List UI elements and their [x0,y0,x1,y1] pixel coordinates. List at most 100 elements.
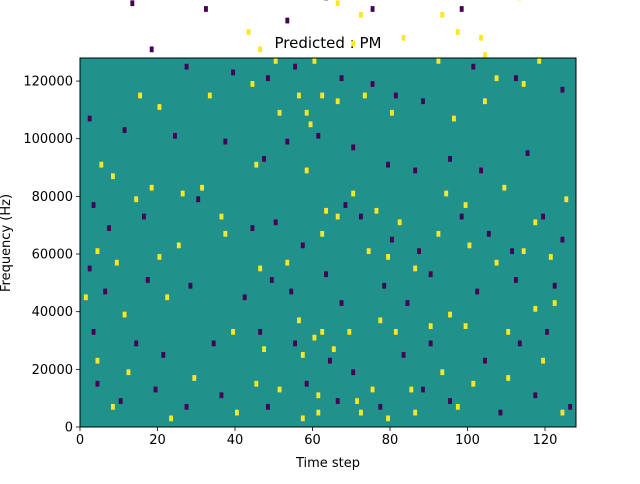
heatmap-cell-high [359,410,363,416]
heatmap-cell-high [150,185,154,191]
heatmap-cell-low [212,341,216,347]
heatmap-cell-low [429,341,433,347]
y-tick-label: 60000 [32,248,73,263]
heatmap-cell-high [522,248,526,254]
heatmap-cell-low [479,168,483,174]
heatmap-cell-high [313,335,317,341]
heatmap-cell-low [251,225,255,231]
heatmap-cell-low [518,341,522,347]
heatmap-cell-high [297,93,301,99]
y-tick-label: 20000 [32,363,73,378]
heatmap-cell-low [514,277,518,283]
heatmap-cell-high [231,329,235,335]
heatmap-cell-low [119,398,123,404]
x-axis-label: Time step [295,456,360,471]
heatmap-cell-low [460,214,464,220]
heatmap-cell-low [429,271,433,277]
heatmap-cell-low [289,289,293,295]
heatmap-cell-low [382,283,386,289]
heatmap-cell-low [351,369,355,375]
heatmap-cell-low [123,127,127,133]
x-tick-label: 100 [455,433,480,448]
heatmap-cell-high [336,214,340,220]
heatmap-cell-high [320,329,324,335]
heatmap-cell-low [142,214,146,220]
heatmap-cell-low [220,392,224,398]
heatmap-cell-low [146,277,150,283]
heatmap-cell-low [421,98,425,104]
heatmap-cell-high [495,260,499,266]
heatmap-cell-high [165,294,169,300]
heatmap-cell-low [285,139,289,145]
heatmap-cell-low [266,404,270,410]
heatmap-cell-high [502,185,506,191]
heatmap-cell-low [413,168,417,174]
heatmap-cell-low [541,214,545,220]
heatmap-cell-high [398,219,402,225]
heatmap-background [80,58,576,427]
heatmap-cell-low [92,202,96,208]
heatmap-cell-low [471,64,475,70]
heatmap-cell-low [270,277,274,283]
heatmap-cell-low [316,133,320,139]
x-tick-label: 20 [149,433,166,448]
heatmap-cell-low [293,64,297,70]
heatmap-cell-high [506,329,510,335]
heatmap-cell-high [134,196,138,202]
heatmap-cell-high [316,392,320,398]
heatmap-cell-high [537,58,541,64]
heatmap-cell-high [464,202,468,208]
y-tick-label: 100000 [23,132,73,147]
heatmap-cell-low [378,404,382,410]
heatmap-cell-high [192,375,196,381]
heatmap-cell-high [452,116,456,122]
x-tick-label: 80 [382,433,399,448]
heatmap-cell-high [254,162,258,168]
heatmap-cell-low [526,150,530,156]
heatmap-cell-low [460,6,464,12]
heatmap-cell-high [254,381,258,387]
heatmap-cell-high [375,208,379,214]
heatmap-cell-high [84,294,88,300]
heatmap-cell-high [305,110,309,116]
heatmap-cell-low [231,70,235,76]
heatmap-cell-high [181,191,185,197]
heatmap-cell-high [456,29,460,35]
heatmap-cell-low [196,196,200,202]
heatmap-cell-high [123,312,127,318]
heatmap-cell-high [483,52,487,58]
heatmap-cell-high [549,254,553,260]
heatmap-cell-high [444,191,448,197]
heatmap-cell-low [533,392,537,398]
plot-area [80,0,576,427]
heatmap-cell-high [332,346,336,352]
heatmap-cell-low [285,18,289,24]
y-tick-label: 40000 [32,305,73,320]
heatmap-cell-low [475,289,479,295]
heatmap-cell-high [301,415,305,421]
heatmap-cell-low [483,358,487,364]
heatmap-cell-low [487,231,491,237]
heatmap-cell-low [510,248,514,254]
heatmap-cell-low [96,381,100,387]
heatmap-cell-high [278,110,282,116]
heatmap-cell-low [340,75,344,81]
heatmap-cell-high [440,12,444,18]
heatmap-cell-high [437,58,441,64]
heatmap-cell-high [262,346,266,352]
heatmap-cell-low [390,237,394,243]
heatmap-cell-low [134,341,138,347]
heatmap-cell-high [533,219,537,225]
heatmap-cell-low [448,156,452,162]
heatmap-cell-high [409,387,413,393]
heatmap-cell-high [320,93,324,99]
heatmap-cell-low [421,387,425,393]
heatmap-cell-high [522,81,526,87]
heatmap-cell-low [371,6,375,12]
heatmap-cell-high [158,104,162,110]
heatmap-cell-high [471,381,475,387]
heatmap-cell-high [336,0,340,6]
heatmap-cell-high [138,93,142,99]
heatmap-cell-high [158,254,162,260]
